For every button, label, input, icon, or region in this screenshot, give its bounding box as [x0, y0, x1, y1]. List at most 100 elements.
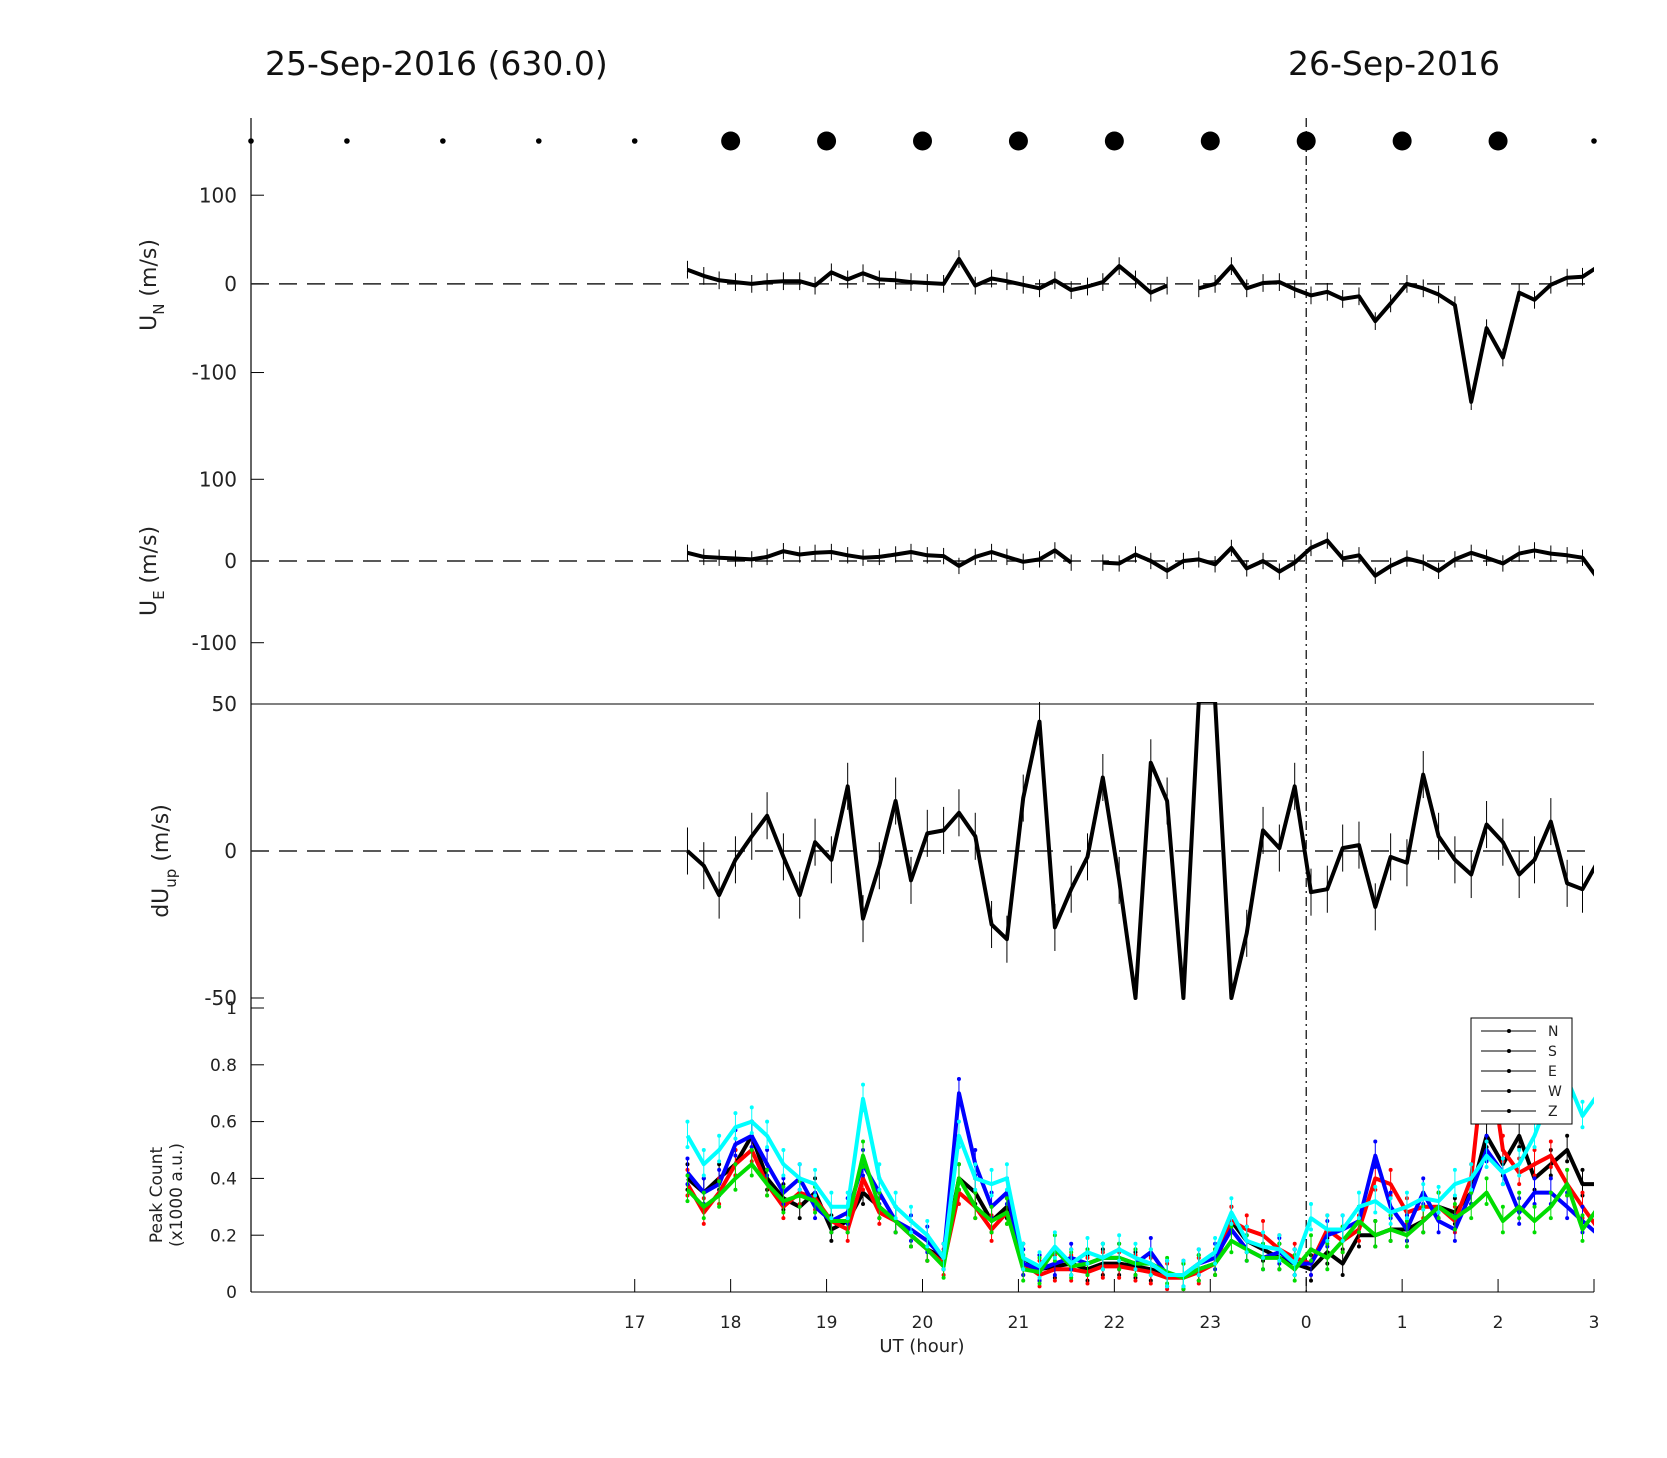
- chart-marks: [248, 131, 1649, 1292]
- moon-dot: [721, 131, 741, 151]
- data-point-peak: [733, 1136, 738, 1141]
- data-point-peak: [1597, 1193, 1601, 1197]
- data-point-peak: [1196, 1247, 1201, 1252]
- data-point-peak: [1133, 1241, 1138, 1246]
- data-point-peak: [877, 1187, 882, 1192]
- x-tick-label: 23: [1199, 1313, 1221, 1333]
- data-point-peak: [765, 1167, 770, 1172]
- y-tick-label-peak: 0.2: [210, 1226, 237, 1246]
- y-tick-label-peak: 0.8: [210, 1056, 237, 1076]
- data-point-peak: [1356, 1244, 1361, 1249]
- data-point-peak: [1373, 1184, 1378, 1189]
- data-point-peak: [1628, 1105, 1632, 1109]
- data-point-peak: [813, 1216, 818, 1221]
- data-point-peak: [1292, 1247, 1297, 1252]
- data-point-peak: [1484, 1201, 1489, 1206]
- data-point-peak: [1004, 1196, 1009, 1201]
- data-point-peak: [861, 1173, 866, 1178]
- data-point-peak: [989, 1204, 994, 1209]
- data-point-peak: [1037, 1250, 1042, 1255]
- data-point-peak: [973, 1216, 978, 1221]
- data-point-peak: [1325, 1267, 1330, 1272]
- moon-dot: [1104, 131, 1124, 151]
- data-point-peak: [1021, 1267, 1026, 1272]
- data-point-peak: [1580, 1204, 1585, 1209]
- moon-dot: [1296, 131, 1316, 151]
- data-point-peak: [1196, 1278, 1201, 1283]
- data-point-peak: [1021, 1278, 1026, 1283]
- data-point-peak: [781, 1176, 786, 1181]
- data-point-peak: [1069, 1247, 1074, 1252]
- series-line-un: [1198, 264, 1594, 404]
- data-point-peak: [877, 1216, 882, 1221]
- data-point-peak: [1517, 1221, 1522, 1226]
- data-point-peak: [1037, 1284, 1042, 1289]
- data-point-peak: [1165, 1287, 1170, 1292]
- data-point-peak: [1325, 1238, 1330, 1243]
- data-point-peak: [1100, 1275, 1105, 1280]
- data-point-peak: [685, 1156, 690, 1161]
- data-point-peak: [765, 1148, 770, 1152]
- y-axis-label-peak-line2: (x1000 a.u.): [167, 1143, 187, 1247]
- data-point-peak: [1388, 1167, 1393, 1172]
- data-point-peak: [813, 1210, 818, 1215]
- x-tick-label: 18: [720, 1313, 742, 1333]
- data-point-peak: [1388, 1190, 1393, 1195]
- data-point-peak: [845, 1238, 850, 1243]
- data-point-peak: [1244, 1213, 1249, 1218]
- data-point-peak: [908, 1230, 913, 1235]
- data-point-peak: [1580, 1238, 1585, 1243]
- data-point-peak: [1196, 1272, 1201, 1277]
- y-axis-label-peak-line1: Peak Count: [147, 1147, 167, 1244]
- data-point-peak: [1292, 1272, 1297, 1277]
- data-point-peak: [1325, 1241, 1330, 1246]
- data-point-peak: [685, 1199, 690, 1204]
- data-point-peak: [829, 1238, 834, 1243]
- data-point-peak: [1565, 1216, 1570, 1221]
- data-point-peak: [1117, 1275, 1122, 1280]
- data-point-peak: [717, 1167, 722, 1172]
- data-point-peak: [781, 1184, 786, 1189]
- data-point-peak: [1565, 1167, 1570, 1172]
- x-tick-label: 0: [1301, 1313, 1312, 1333]
- data-point-peak: [813, 1167, 818, 1172]
- data-point-peak: [1452, 1238, 1457, 1243]
- x-axis-label: UT (hour): [879, 1336, 964, 1357]
- data-point-peak: [1404, 1219, 1409, 1223]
- data-point-peak: [1484, 1139, 1489, 1144]
- data-point-peak: [1356, 1216, 1361, 1221]
- data-point-peak: [845, 1216, 850, 1221]
- data-point-peak: [1148, 1236, 1153, 1241]
- x-tick-label: 2: [1493, 1313, 1504, 1333]
- data-point-peak: [733, 1162, 738, 1167]
- data-point-peak: [1229, 1221, 1234, 1226]
- moon-dot: [1392, 131, 1412, 151]
- data-point-peak: [1532, 1204, 1537, 1209]
- data-point-peak: [1580, 1190, 1585, 1195]
- data-point-peak: [1565, 1159, 1570, 1164]
- data-point-peak: [1037, 1281, 1042, 1286]
- data-point-peak: [701, 1216, 706, 1221]
- data-point-peak: [1436, 1184, 1441, 1189]
- data-point-peak: [1548, 1165, 1553, 1170]
- data-point-peak: [1597, 1103, 1601, 1107]
- data-point-peak: [1356, 1230, 1361, 1235]
- data-point-peak: [1388, 1196, 1393, 1201]
- data-point-peak: [1196, 1281, 1201, 1286]
- data-point-peak: [989, 1167, 994, 1172]
- data-point-peak: [1548, 1216, 1553, 1221]
- data-point-peak: [1517, 1148, 1522, 1152]
- legend-marker: [1507, 1049, 1511, 1053]
- data-point-peak: [1452, 1193, 1457, 1198]
- data-point-peak: [765, 1145, 770, 1150]
- data-point-peak: [1404, 1244, 1409, 1249]
- data-point-peak: [1597, 1239, 1601, 1243]
- data-point-peak: [1469, 1190, 1474, 1195]
- data-point-peak: [1645, 963, 1649, 967]
- data-point-peak: [1628, 989, 1632, 993]
- y-tick-label-ue: 0: [224, 549, 237, 573]
- data-point-peak: [685, 1173, 690, 1178]
- data-point-peak: [765, 1193, 770, 1198]
- data-point-peak: [1069, 1241, 1074, 1246]
- data-point-peak: [1052, 1272, 1057, 1277]
